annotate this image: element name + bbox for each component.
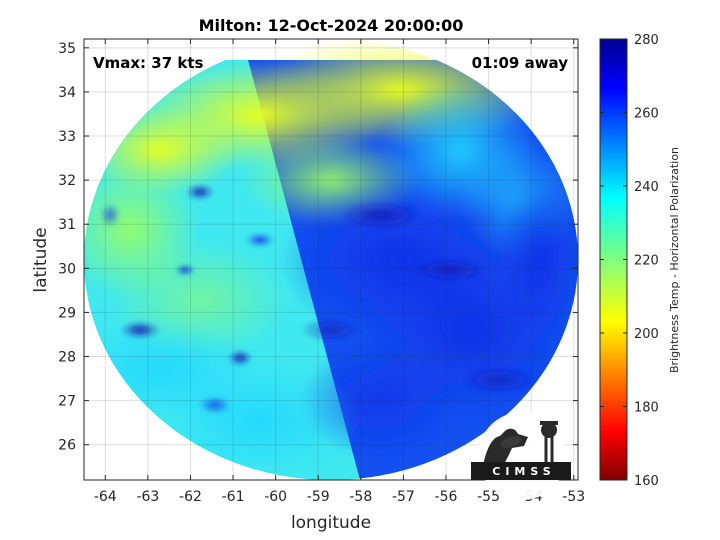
y-ticks: 26 27 28 29 30 31 32 33 34 35 — [58, 41, 578, 454]
x-tick-label: -62 — [179, 489, 202, 505]
axes-box — [83, 38, 579, 481]
x-tick-label: -63 — [136, 489, 159, 505]
colorbar-tick-label: 220 — [634, 254, 659, 269]
x-tick-label: -53 — [562, 489, 585, 505]
x-tick-label: -61 — [222, 489, 245, 505]
y-tick-label: 32 — [58, 173, 76, 189]
cimss-logo: CIMSS — [471, 412, 571, 500]
x-tick-label: -56 — [435, 489, 458, 505]
colorbar-tick-label: 180 — [634, 401, 659, 416]
x-tick-label: -58 — [349, 489, 372, 505]
x-tick-label: -64 — [94, 489, 117, 505]
x-ticks: -64-63-62-61-60-59-58-57-56-55-54-53 — [94, 39, 585, 505]
y-tick-label: 30 — [58, 261, 76, 277]
y-tick-label: 34 — [58, 85, 76, 101]
logo-text: CIMSS — [492, 465, 555, 478]
y-tick-label: 29 — [58, 305, 76, 321]
colorbar-tick-label: 260 — [634, 107, 659, 122]
y-axis-label: latitude — [31, 227, 51, 292]
time-away-annotation: 01:09 away — [472, 54, 569, 72]
vmax-annotation: Vmax: 37 kts — [93, 54, 203, 72]
x-tick-label: -55 — [477, 489, 500, 505]
y-tick-label: 31 — [58, 217, 76, 233]
colorbar-ticks: 160 180 200 220 240 260 280 — [600, 33, 659, 489]
y-tick-label: 26 — [58, 438, 76, 454]
x-tick-label: -57 — [392, 489, 415, 505]
colorbar-tick-label: 160 — [634, 474, 659, 489]
colorbar — [599, 38, 628, 481]
x-tick-label: -60 — [264, 489, 287, 505]
colorbar-tick-label: 240 — [634, 180, 659, 195]
colorbar-tick-label: 200 — [634, 327, 659, 342]
colorbar-tick-label: 280 — [634, 33, 659, 48]
y-tick-label: 28 — [58, 350, 76, 366]
grid-lines — [84, 39, 578, 480]
x-tick-label: -59 — [307, 489, 330, 505]
y-tick-label: 35 — [58, 41, 76, 57]
x-axis-label: longitude — [291, 513, 371, 533]
figure-title: Milton: 12-Oct-2024 20:00:00 — [199, 16, 464, 35]
colorbar-label: Brightness Temp - Horizontal Polarizatio… — [668, 147, 681, 373]
cold-cells — [100, 184, 540, 414]
y-tick-label: 33 — [58, 129, 76, 145]
y-tick-label: 27 — [58, 394, 76, 410]
